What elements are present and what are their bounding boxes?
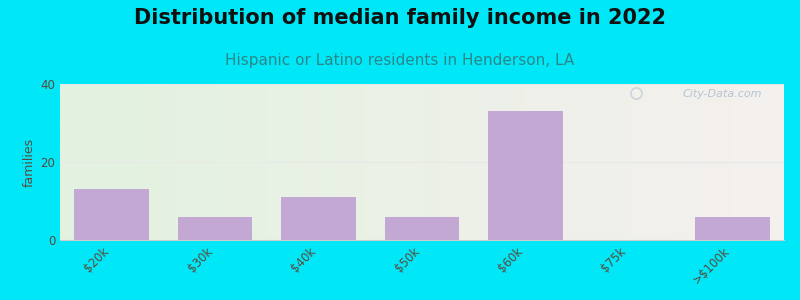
Text: Distribution of median family income in 2022: Distribution of median family income in …	[134, 8, 666, 28]
Y-axis label: families: families	[23, 137, 36, 187]
Text: Hispanic or Latino residents in Henderson, LA: Hispanic or Latino residents in Henderso…	[226, 52, 574, 68]
Bar	[695, 217, 770, 240]
Bar	[385, 217, 459, 240]
Bar	[488, 111, 562, 240]
Bar	[74, 189, 149, 240]
Text: City-Data.com: City-Data.com	[682, 89, 762, 99]
Bar	[282, 197, 356, 240]
Bar	[178, 217, 252, 240]
